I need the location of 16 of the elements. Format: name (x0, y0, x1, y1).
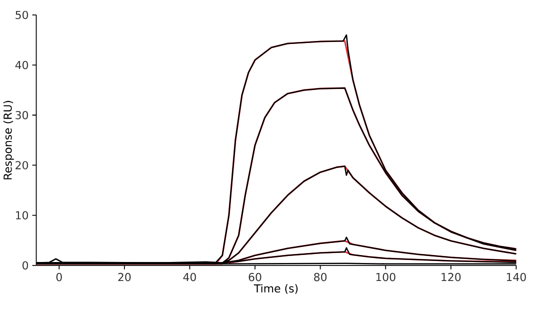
y-tick-label: 30 (16, 110, 28, 120)
x-tick-label: 100 (376, 272, 396, 282)
x-tick-label: 60 (248, 272, 262, 282)
x-axis-title: Time (s) (254, 284, 298, 294)
x-tick-label: 0 (56, 272, 62, 282)
y-tick-label: 20 (16, 160, 28, 170)
y-axis-title: Response (RU) (3, 100, 14, 180)
y-tick-label: 50 (16, 10, 28, 19)
x-tick-label: 20 (118, 272, 131, 282)
x-tick-label: 140 (506, 272, 526, 282)
y-tick-label: 0 (22, 261, 28, 270)
x-tick-label: 120 (442, 272, 461, 282)
x-tick-label: 80 (314, 272, 327, 282)
x-tick-label: 40 (183, 272, 196, 282)
y-tick-label: 40 (15, 60, 28, 70)
y-tick-label: 10 (16, 211, 28, 220)
